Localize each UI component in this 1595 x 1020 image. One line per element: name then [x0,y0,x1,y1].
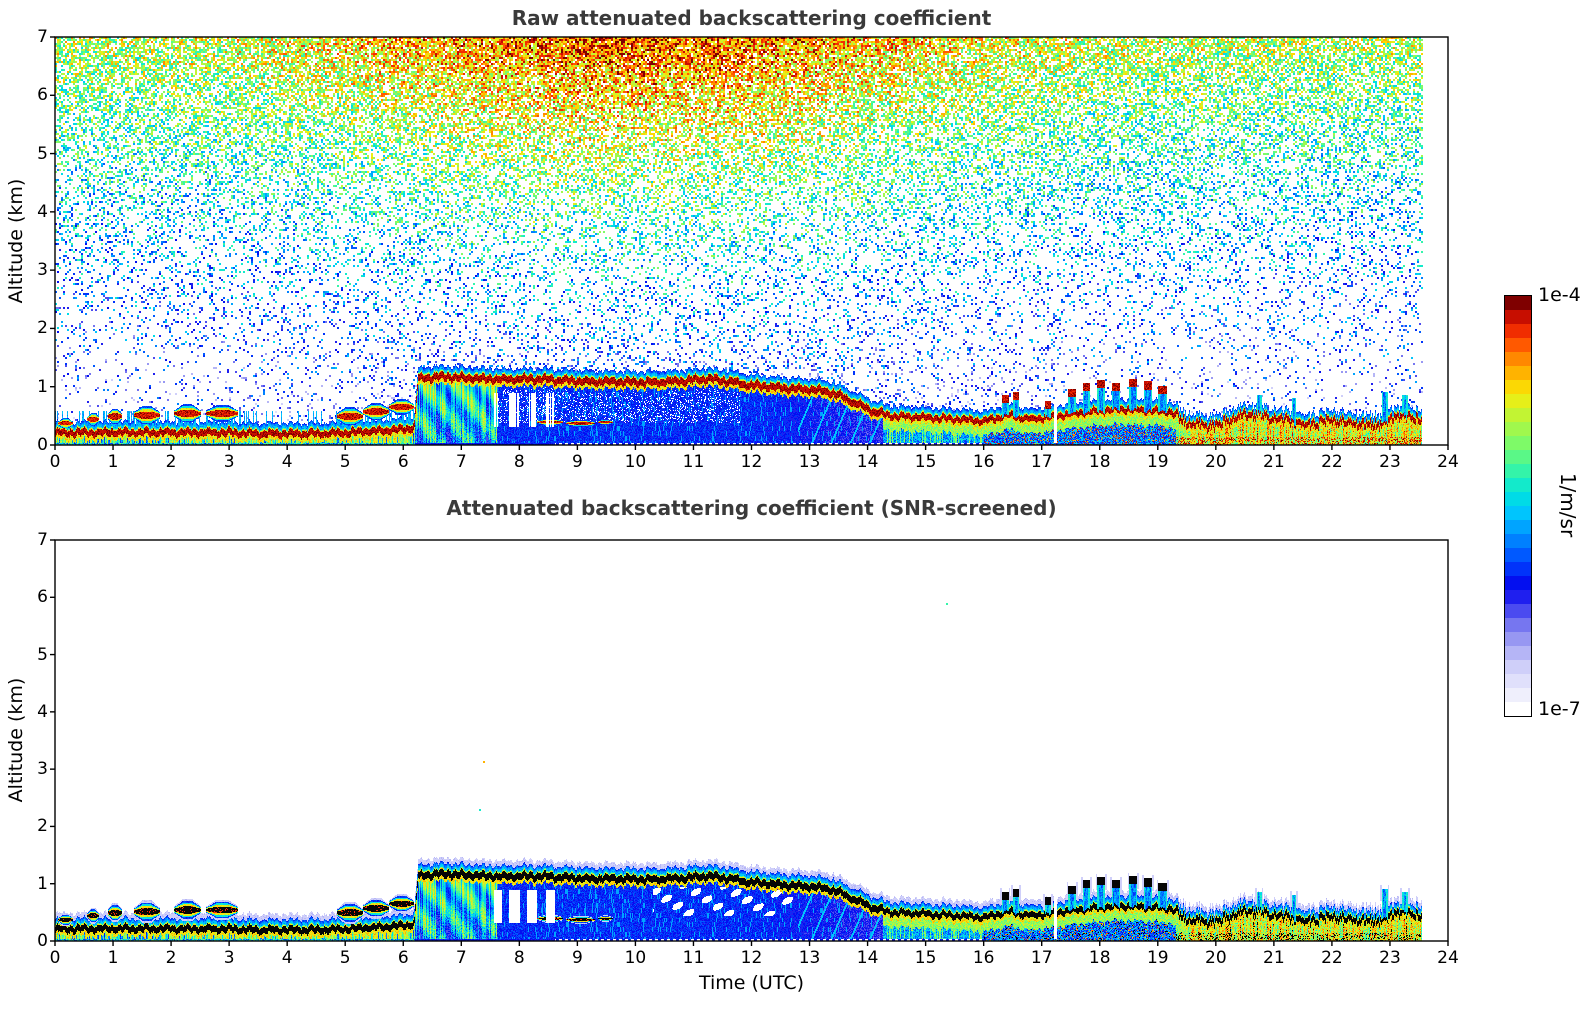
top-x-tick-label: 10 [624,452,647,472]
top-x-tick-label: 24 [1437,452,1459,472]
bottom-y-tick-label: 2 [37,816,48,837]
bottom-x-tick-label: 16 [972,948,995,968]
raw-backscatter-heatmap [55,37,1448,445]
top-x-tick-label: 14 [856,452,879,472]
bottom-x-tick-label: 24 [1437,948,1459,968]
top-x-tick-label: 13 [798,452,821,472]
top-ylabel: Altitude (km) [5,178,27,304]
bottom-x-tick-label: 19 [1146,948,1169,968]
colorbar-max-label: 1e-4 [1538,284,1581,306]
bottom-x-tick-label: 4 [281,948,293,968]
bottom-x-tick-label: 10 [624,948,647,968]
top-y-tick-label: 1 [37,376,48,397]
bottom-y-tick-label: 3 [37,759,48,780]
bottom-y-tick-label: 7 [37,530,48,550]
bottom-x-tick-label: 8 [513,948,525,968]
bottom-y-tick-label: 5 [37,644,48,665]
bottom-x-tick-label: 5 [339,948,351,968]
top-x-tick-label: 16 [972,452,995,472]
bottom-x-tick-label: 2 [165,948,177,968]
bottom-x-tick-label: 1 [107,948,119,968]
top-x-tick-label: 4 [281,452,293,472]
bottom-x-tick-label: 11 [682,948,705,968]
top-x-tick-label: 19 [1146,452,1169,472]
xlabel: Time (UTC) [698,972,805,994]
top-y-tick-label: 3 [37,260,48,281]
top-plot-title: Raw attenuated backscattering coefficien… [511,6,992,30]
colorbar-unit-label: 1/m/sr [1556,472,1580,538]
top-x-tick-label: 17 [1030,452,1053,472]
top-x-tick-label: 3 [223,452,235,472]
bottom-x-tick-label: 23 [1379,948,1401,968]
bottom-x-tick-label: 18 [1088,948,1111,968]
top-y-tick-label: 0 [37,435,48,455]
screened-backscatter-heatmap [55,540,1448,941]
bottom-x-tick-label: 7 [455,948,467,968]
top-x-tick-label: 2 [165,452,177,472]
bottom-x-tick-label: 0 [49,948,61,968]
bottom-x-tick-label: 14 [856,948,879,968]
top-x-tick-label: 22 [1321,452,1343,472]
top-y-tick-label: 7 [37,27,48,47]
top-x-tick-label: 18 [1088,452,1111,472]
colorbar [1504,295,1532,717]
top-y-tick-label: 5 [37,143,48,164]
top-y-tick-label: 6 [37,85,48,106]
top-y-tick-label: 2 [37,318,48,339]
top-x-tick-label: 20 [1205,452,1227,472]
bottom-y-tick-label: 6 [37,587,48,608]
top-x-tick-label: 9 [571,452,583,472]
top-x-tick-label: 6 [397,452,409,472]
top-x-tick-label: 7 [455,452,467,472]
top-x-tick-label: 15 [914,452,937,472]
bottom-y-tick-label: 4 [37,701,48,722]
bottom-ylabel: Altitude (km) [5,677,27,803]
bottom-x-tick-label: 6 [397,948,409,968]
top-x-tick-label: 5 [339,452,351,472]
top-x-tick-label: 21 [1263,452,1285,472]
bottom-y-tick-label: 1 [37,873,48,894]
top-x-tick-label: 8 [513,452,525,472]
top-y-tick-label: 4 [37,201,48,222]
bottom-y-tick-label: 0 [37,931,48,951]
bottom-x-tick-label: 15 [914,948,937,968]
bottom-x-tick-label: 3 [223,948,235,968]
bottom-x-tick-label: 21 [1263,948,1285,968]
bottom-plot-title: Attenuated backscattering coefficient (S… [446,496,1057,520]
top-x-tick-label: 11 [682,452,705,472]
top-x-tick-label: 12 [740,452,763,472]
top-x-tick-label: 23 [1379,452,1401,472]
bottom-x-tick-label: 20 [1205,948,1227,968]
bottom-x-tick-label: 17 [1030,948,1053,968]
bottom-x-tick-label: 12 [740,948,763,968]
bottom-x-tick-label: 13 [798,948,821,968]
bottom-x-tick-label: 9 [571,948,583,968]
top-x-tick-label: 0 [49,452,61,472]
top-x-tick-label: 1 [107,452,119,472]
colorbar-min-label: 1e-7 [1538,698,1581,720]
bottom-x-tick-label: 22 [1321,948,1343,968]
